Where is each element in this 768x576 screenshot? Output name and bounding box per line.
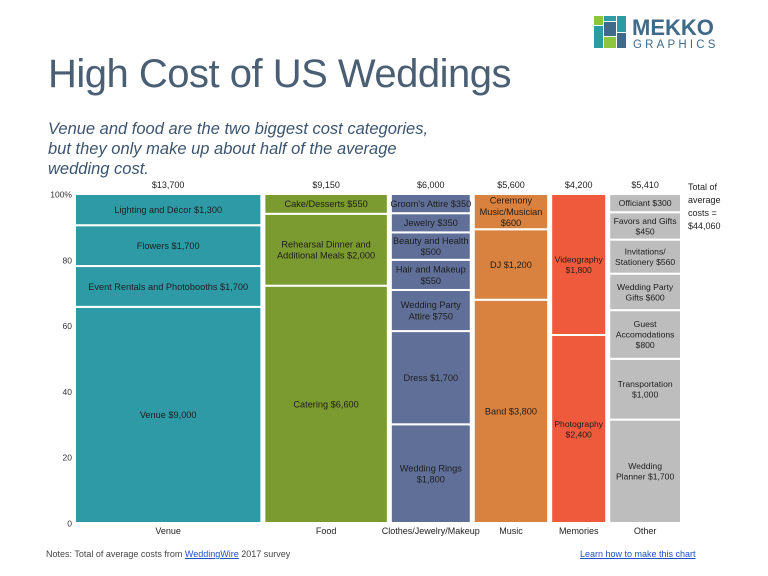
segment-label: Wedding Party Gifts $600 [617, 282, 674, 302]
segment-label: Jewelry $350 [404, 218, 458, 228]
page-subtitle: Venue and food are the two biggest cost … [48, 120, 429, 178]
logo-line2: GRAPHICS [633, 39, 719, 51]
segment-label: Wedding Planner $1,700 [616, 461, 675, 481]
y-tick-label: 40 [63, 387, 73, 397]
y-tick-label: 0 [67, 519, 72, 529]
segment-bar [389, 193, 472, 215]
segment-label: Cake/Desserts $550 [284, 199, 367, 209]
learn-link[interactable]: Learn how to make this chart [580, 549, 696, 559]
column-total-label: $5,600 [497, 180, 525, 190]
segment-label: Groom's Attire $350 [390, 199, 471, 209]
column-total-label: $5,410 [631, 180, 659, 190]
column-category-label: Venue [155, 526, 181, 536]
segment-bar [74, 305, 263, 525]
column-category-label: Food [316, 526, 337, 536]
column-category-label: Music [499, 526, 523, 536]
segment-bar [472, 298, 550, 524]
segment-label: Guest Accomodations $800 [616, 319, 675, 350]
segment-bar [608, 357, 683, 421]
segment-label: Dress $1,700 [403, 373, 458, 383]
segment-label: Venue $9,000 [140, 410, 197, 420]
segment-bar [472, 193, 550, 231]
total-costs-label: average [688, 195, 721, 205]
y-tick-label: 60 [63, 321, 73, 331]
segment-label: Flowers $1,700 [137, 241, 200, 251]
segment-bar [389, 288, 472, 333]
notes-suffix: 2017 survey [238, 549, 291, 559]
column-category-label: Memories [559, 526, 599, 536]
total-costs-label: costs = [688, 208, 717, 218]
segment-bar [389, 258, 472, 291]
column-total-label: $9,150 [312, 180, 340, 190]
segment-bar [550, 334, 608, 524]
segment-label: Favors and Gifts $450 [614, 216, 677, 236]
segment-label: DJ $1,200 [490, 260, 532, 270]
segment-bar [263, 212, 389, 287]
segment-label: Event Rentals and Photobooths $1,700 [88, 282, 248, 292]
segment-bar [389, 330, 472, 426]
segment-bar [263, 284, 389, 525]
column-category-label: Other [634, 526, 657, 536]
segment-bar [608, 193, 683, 214]
segment-label: Band $3,800 [485, 407, 537, 417]
column-category-label: Clothes/Jewelry/Makeup [382, 526, 480, 536]
segment-label: Photography $2,400 [554, 419, 603, 439]
segment-label: Videography $1,800 [555, 254, 604, 274]
segment-bar [389, 231, 472, 261]
segment-bar [74, 193, 263, 227]
segment-label: Beauty and Health $500 [393, 236, 469, 257]
segment-bar [608, 211, 683, 241]
segment-bar [263, 193, 389, 215]
segment-label: Wedding Party Attire $750 [401, 300, 461, 321]
notes-prefix: Notes: Total of average costs from [46, 549, 185, 559]
column-total-label: $13,700 [152, 180, 185, 190]
segment-label: Officiant $300 [619, 198, 672, 208]
y-tick-label: 80 [63, 255, 73, 265]
segment-label: Hair and Makeup $550 [396, 265, 466, 286]
y-tick-label: 100% [50, 190, 72, 200]
logo-line1: MEKKO [632, 15, 714, 40]
total-costs-label: Total of [688, 182, 718, 192]
column-total-label: $4,200 [565, 180, 593, 190]
segment-bar [608, 272, 683, 312]
notes: Notes: Total of average costs from Weddi… [46, 549, 290, 559]
segment-bar [608, 309, 683, 360]
segment-label: Transportation $1,000 [618, 379, 673, 399]
y-tick-label: 20 [63, 453, 73, 463]
segment-label: Catering $6,600 [293, 400, 358, 410]
mekko-graphics-logo: MEKKO GRAPHICS [594, 15, 719, 51]
segment-label: Ceremony Music/Musician $600 [480, 196, 543, 228]
segment-bar [389, 423, 472, 524]
weddingwire-link[interactable]: WeddingWire [184, 549, 239, 559]
segment-label: Lighting and Décor $1,300 [114, 205, 222, 215]
column-total-label: $6,000 [417, 180, 445, 190]
segment-bar [550, 193, 608, 336]
segment-label: Rehearsal Dinner and Additional Meals $2,… [277, 239, 375, 260]
page-title: High Cost of US Weddings [48, 52, 512, 96]
total-costs-label: $44,060 [688, 221, 721, 231]
segment-label: Wedding Rings $1,800 [400, 463, 463, 484]
segment-label: Invitations/Stationery $560 [615, 246, 675, 266]
segment-bar [472, 228, 550, 301]
